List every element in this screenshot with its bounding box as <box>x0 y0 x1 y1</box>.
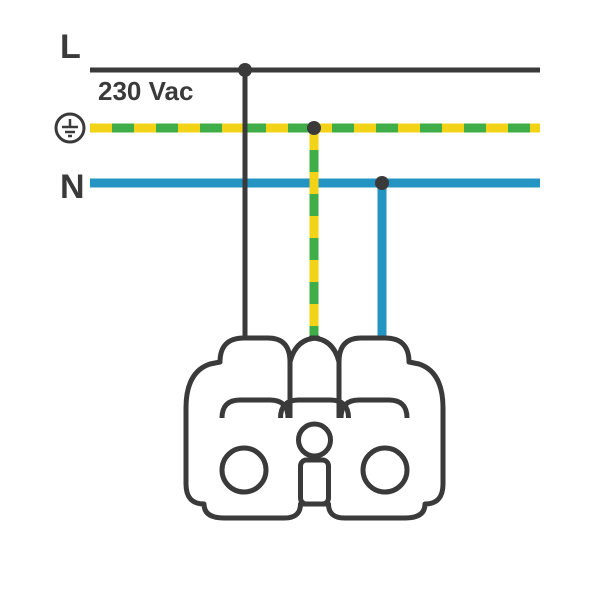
label-voltage: 230 Vac <box>98 76 193 106</box>
socket-outlet <box>186 338 443 518</box>
junction-node-0 <box>238 63 252 77</box>
label-live: L <box>60 28 81 66</box>
junction-node-2 <box>375 176 389 190</box>
label-neutral: N <box>60 168 85 206</box>
wiring-diagram: L 230 Vac N <box>0 0 600 600</box>
junction-node-1 <box>307 121 321 135</box>
earth-symbol <box>62 119 78 136</box>
